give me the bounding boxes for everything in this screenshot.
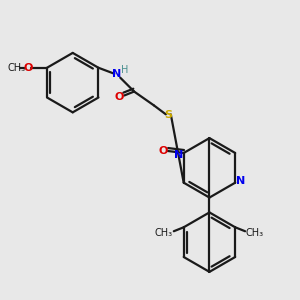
Text: O: O — [23, 63, 33, 73]
Text: CH₃: CH₃ — [246, 228, 264, 238]
Text: CH₃: CH₃ — [7, 63, 25, 73]
Text: O: O — [158, 146, 168, 156]
Text: O: O — [115, 92, 124, 101]
Text: S: S — [164, 110, 172, 120]
Text: N: N — [174, 150, 183, 160]
Text: H: H — [121, 65, 128, 75]
Text: CH₃: CH₃ — [155, 228, 173, 238]
Text: N: N — [112, 69, 121, 79]
Text: N: N — [236, 176, 245, 186]
